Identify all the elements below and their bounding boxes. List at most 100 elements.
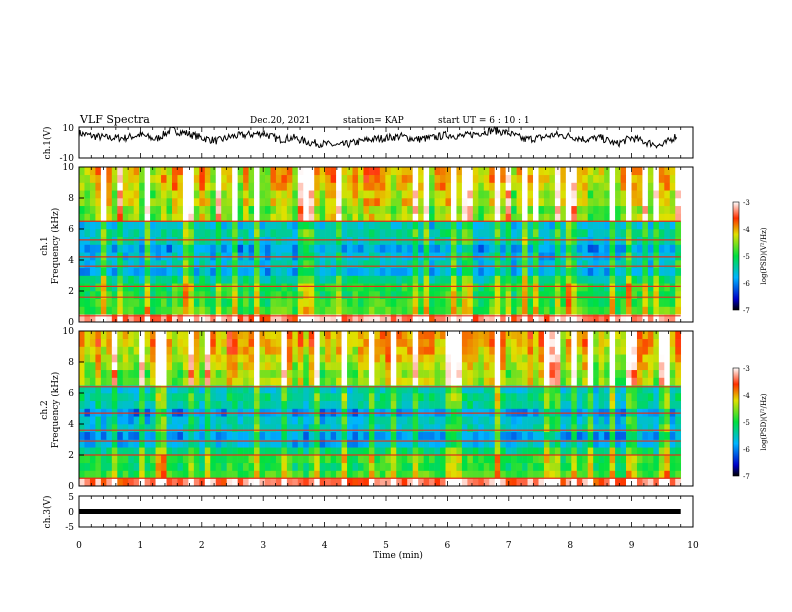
spectrogram-cell	[642, 298, 649, 307]
spectrogram-cell	[440, 260, 446, 269]
spectrogram-cell	[166, 229, 173, 238]
spectrogram-cell	[297, 244, 304, 253]
spectrogram-cell	[111, 252, 118, 261]
spectrogram-cell	[642, 182, 649, 191]
spectrogram-cell	[494, 298, 501, 307]
spectrogram-cell	[653, 182, 660, 191]
spectrogram-cell	[139, 447, 145, 456]
spectrogram-cell	[161, 408, 167, 417]
spectrogram-cell	[582, 291, 589, 300]
spectrogram-cell	[292, 174, 299, 183]
spectrogram-cell	[571, 369, 578, 378]
spectrogram-cell	[598, 205, 605, 214]
spectrogram-cell	[675, 306, 682, 315]
spectrogram-cell	[199, 369, 206, 378]
spectrogram-cell	[565, 408, 572, 417]
spectrogram-cell	[604, 205, 610, 214]
spectrogram-cell	[642, 213, 649, 222]
spectrogram-cell	[604, 298, 610, 307]
spectrogram-cell	[330, 354, 337, 363]
spectrogram-cell	[598, 283, 605, 292]
spectrogram-cell	[549, 447, 556, 456]
spectrogram-cell	[543, 447, 550, 456]
spectrogram-cell	[259, 462, 266, 471]
spectrogram-cell	[341, 244, 348, 253]
spectrogram-cell	[100, 275, 107, 284]
spectrogram-cell	[95, 167, 102, 176]
spectrogram-cell	[341, 462, 348, 471]
spectrogram-cell	[582, 244, 589, 253]
spectrogram-cell	[440, 408, 446, 417]
spectrogram-cell	[297, 198, 304, 207]
spectrogram-cell	[565, 455, 572, 464]
spectrogram-cell	[620, 167, 627, 176]
spectrogram-cell	[325, 174, 331, 183]
spectrogram-cell	[237, 408, 244, 417]
spectrogram-cell	[467, 221, 474, 230]
spectrogram-cell	[286, 314, 293, 323]
spectrogram-cell	[133, 424, 140, 433]
spectrogram-cell	[582, 198, 589, 207]
spectrogram-cell	[292, 182, 299, 191]
spectrogram-cell	[500, 182, 506, 191]
spectrogram-cell	[150, 478, 156, 487]
spectrogram-cell	[182, 291, 189, 300]
spectrogram-cell	[450, 400, 457, 409]
spectrogram-cell	[319, 314, 326, 323]
spectrogram-cell	[188, 314, 195, 323]
spectrogram-cell	[538, 190, 545, 199]
spectrogram-cell	[177, 198, 184, 207]
spectrogram-cell	[565, 439, 572, 448]
spectrogram-cell	[456, 298, 463, 307]
spectrogram-cell	[429, 229, 435, 238]
spectrogram-cell	[472, 190, 479, 199]
spectrogram-cell	[292, 267, 299, 276]
spectrogram-cell	[144, 346, 151, 355]
time-axis-tick-label: 5	[383, 541, 389, 551]
spectrogram-cell	[117, 455, 124, 464]
spectrogram-cell	[483, 314, 490, 323]
spectrogram-cell	[89, 298, 96, 307]
spectrogram-cell	[363, 260, 370, 269]
spectrogram-cell	[489, 424, 496, 433]
spectrogram-cell	[221, 298, 227, 307]
spectrogram-cell	[576, 267, 583, 276]
spectrogram-cell	[100, 190, 107, 199]
spectrogram-cell	[319, 424, 326, 433]
spectrogram-cell	[106, 182, 113, 191]
spectrogram-cell	[155, 346, 162, 355]
spectrogram-cell	[363, 267, 370, 276]
spectrogram-cell	[133, 283, 140, 292]
spectrogram-cell	[111, 205, 118, 214]
spectrogram-cell	[319, 244, 326, 253]
spectrogram-cell	[204, 470, 211, 479]
spectrogram-cell	[117, 400, 124, 409]
spectrogram-cell	[199, 190, 206, 199]
spectrogram-cell	[440, 198, 446, 207]
spectrogram-cell	[347, 369, 353, 378]
spectrogram-cell	[259, 291, 266, 300]
spectrogram-cell	[215, 244, 222, 253]
spectrogram-cell	[390, 338, 397, 347]
spectrogram-cell	[582, 283, 589, 292]
spectrogram-cell	[664, 478, 671, 487]
spectrogram-cell	[626, 362, 632, 371]
spectrogram-cell	[193, 198, 200, 207]
spectrogram-cell	[336, 167, 342, 176]
spectrogram-cell	[450, 198, 457, 207]
spectrogram-cell	[658, 331, 665, 340]
spectrogram-cell	[325, 369, 331, 378]
ch1-colorbar-tick-m5: -5	[743, 253, 750, 261]
spectrogram-cell	[636, 190, 643, 199]
spectrogram-cell	[144, 306, 151, 315]
spectrogram-cell	[314, 283, 320, 292]
spectrogram-cell	[620, 346, 627, 355]
spectrogram-cell	[171, 400, 178, 409]
spectrogram-cell	[456, 229, 463, 238]
spectrogram-cell	[352, 306, 359, 315]
spectrogram-cell	[500, 424, 506, 433]
spectrogram-cell	[182, 283, 189, 292]
spectrogram-cell	[374, 369, 381, 378]
spectrogram-cell	[626, 354, 632, 363]
